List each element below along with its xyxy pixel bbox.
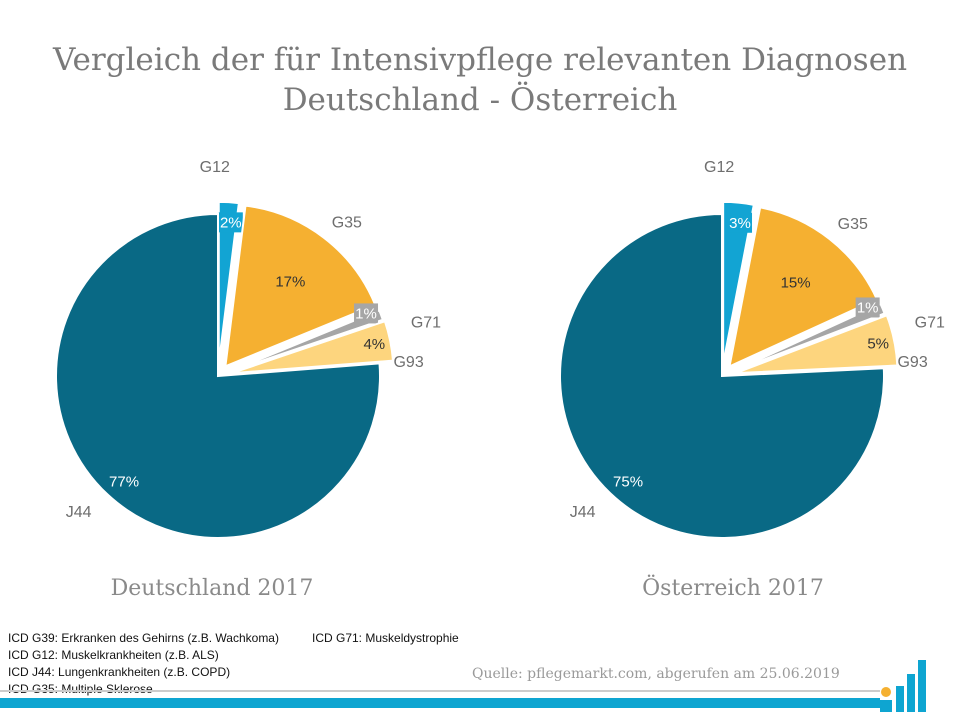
pie-value-label-g71: 1% <box>857 299 879 316</box>
pie-value-label-g71: 1% <box>355 305 377 322</box>
pie-caption-deutschland: Deutschland 2017 <box>110 576 314 601</box>
pie-slice-g35 <box>728 206 879 369</box>
pie-label-box-g12 <box>218 212 243 233</box>
pflegemarkt-logo-icon <box>880 660 926 712</box>
footer-bar <box>0 698 880 708</box>
legend-item-j44: ICD J44: Lungenkrankheiten (z.B. COPD) <box>8 665 231 679</box>
pie-category-label-g93: G93 <box>897 354 927 371</box>
pie-value-label-g35: 15% <box>781 274 811 291</box>
title-line-2: Deutschland - Österreich <box>282 82 678 118</box>
pie-category-label-g12: G12 <box>704 159 734 176</box>
pie-category-label-g93: G93 <box>393 354 423 371</box>
pie-category-label-j44: J44 <box>66 504 92 521</box>
pie-value-label-g12: 3% <box>729 215 751 232</box>
legend-item-g35: ICD G35: Multiple Sklerose <box>8 682 153 696</box>
pie-category-label-j44: J44 <box>570 504 596 521</box>
pie-category-label-g35: G35 <box>332 214 362 231</box>
pie-slice-g93 <box>231 319 395 375</box>
pie-category-label-g71: G71 <box>915 314 945 331</box>
pie-slice-g35 <box>224 204 377 368</box>
legend-item-g71: ICD G71: Muskeldystrophie <box>312 631 459 645</box>
pie-value-label-j44: 77% <box>109 473 139 490</box>
title-line-1: Vergleich der für Intensivpflege relevan… <box>52 42 908 78</box>
pie-caption-oesterreich: Österreich 2017 <box>642 576 824 601</box>
pie-value-label-g93: 4% <box>363 336 385 353</box>
pie-oesterreich: 3% G12 15% G35 1% G71 5% G93 75% J44 <box>559 159 945 539</box>
source-note: Quelle: pflegemarkt.com, abgerufen am 25… <box>472 666 840 682</box>
legend-item-g39: ICD G39: Erkranken des Gehirns (z.B. Wac… <box>8 631 279 645</box>
pie-value-label-g35: 17% <box>275 273 305 290</box>
pie-slice-j44 <box>559 212 885 539</box>
pie-label-box-g71 <box>855 297 880 318</box>
pie-label-box-g71 <box>354 303 379 324</box>
pie-slice-g12 <box>722 200 755 365</box>
legend-list: ICD G39: Erkranken des Gehirns (z.B. Wac… <box>8 630 279 698</box>
pie-slice-g93 <box>735 314 899 375</box>
pie-slice-g71 <box>229 309 385 373</box>
pie-category-label-g71: G71 <box>411 315 441 332</box>
pie-slice-j44 <box>55 212 381 539</box>
pie-category-label-g12: G12 <box>200 159 230 176</box>
pie-value-label-g93: 5% <box>867 335 889 352</box>
legend-item-g12: ICD G12: Muskelkrankheiten (z.B. ALS) <box>8 648 219 662</box>
pie-slice-g71 <box>732 302 886 373</box>
pie-category-label-g35: G35 <box>838 216 868 233</box>
footer-divider <box>0 690 880 692</box>
pie-label-box-g12 <box>728 212 753 233</box>
pie-slice-g12 <box>217 200 240 364</box>
pie-value-label-j44: 75% <box>613 473 643 490</box>
chart-title: Vergleich der für Intensivpflege relevan… <box>0 40 960 120</box>
pie-deutschland: 2% G12 17% G35 1% G71 4% G93 77% J44 <box>55 159 441 539</box>
pie-value-label-g12: 2% <box>220 214 242 231</box>
